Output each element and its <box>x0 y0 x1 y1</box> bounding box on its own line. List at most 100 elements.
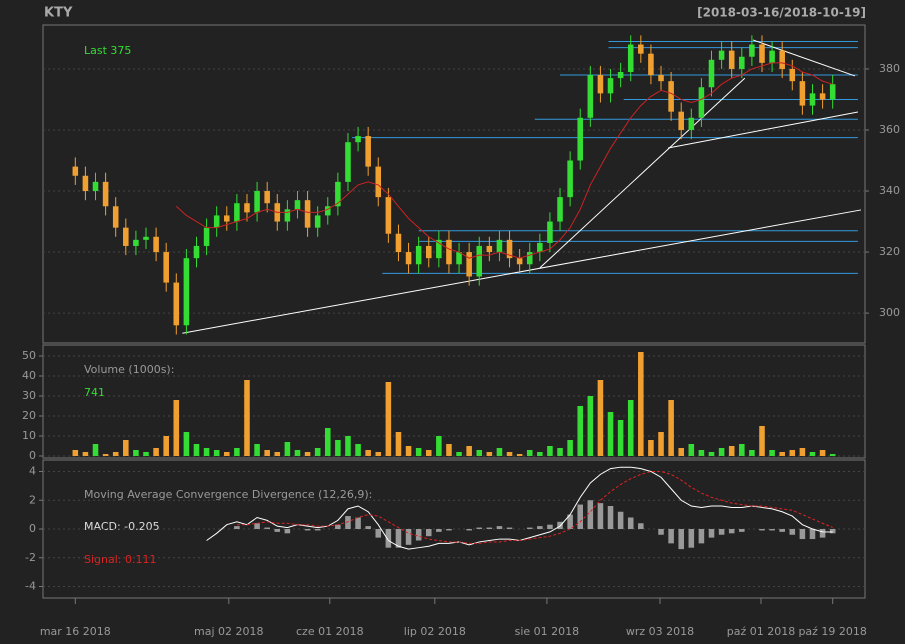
histogram-bar <box>759 529 765 531</box>
volume-bar <box>234 448 240 456</box>
volume-bar <box>264 450 270 456</box>
volume-bar <box>173 400 180 456</box>
volume-last: 741 <box>84 386 105 399</box>
histogram-bar <box>395 529 402 548</box>
candle-body <box>718 50 725 60</box>
candle-body <box>809 93 816 106</box>
candle-body <box>294 200 301 210</box>
candle-body <box>547 221 553 243</box>
candle-body <box>537 242 543 253</box>
histogram-bar <box>425 529 432 537</box>
trend-line <box>667 111 859 149</box>
histogram-bar <box>577 504 584 529</box>
candle-body <box>213 215 220 228</box>
volume-bar <box>749 450 755 456</box>
y-tick-label: 10 <box>22 429 36 442</box>
candle-body <box>324 206 331 216</box>
volume-bar <box>294 450 301 456</box>
candle-body <box>446 239 452 265</box>
histogram-bar <box>627 517 634 529</box>
volume-bar <box>759 426 765 456</box>
candle-body <box>82 175 89 192</box>
histogram-bar <box>486 527 493 529</box>
y-tick-label: 320 <box>879 245 900 258</box>
histogram-bar <box>547 524 553 529</box>
trend-line <box>539 77 746 269</box>
volume-bar <box>567 440 573 456</box>
y-tick-label: -4 <box>25 580 36 593</box>
volume-bar <box>72 450 79 456</box>
histogram-bar <box>607 506 614 529</box>
volume-bar <box>537 452 543 456</box>
volume-bar <box>415 448 422 456</box>
candle-body <box>143 236 149 240</box>
candle-body <box>314 215 321 228</box>
signal-line <box>236 471 833 544</box>
y-tick-label: 4 <box>29 465 36 478</box>
volume-bar <box>153 448 159 456</box>
y-tick-label: 360 <box>879 123 900 136</box>
volume-bar <box>658 432 664 456</box>
candle-body <box>526 252 533 265</box>
candle-body <box>304 200 311 228</box>
volume-bar <box>213 450 220 456</box>
candle-body <box>607 78 614 94</box>
candle-body <box>567 160 573 198</box>
histogram-bar <box>789 529 796 535</box>
histogram-bar <box>314 529 321 531</box>
volume-bar <box>345 436 351 456</box>
volume-bar <box>607 412 614 456</box>
candle-body <box>627 44 634 72</box>
volume-bar <box>829 454 836 456</box>
candle-body <box>173 282 180 326</box>
volume-bar <box>314 448 321 456</box>
volume-bar <box>476 450 483 456</box>
volume-bar <box>597 380 604 456</box>
histogram-bar <box>678 529 684 550</box>
date-range: [2018-03-16/2018-10-19] <box>697 6 866 20</box>
histogram-bar <box>799 529 806 540</box>
volume-bar <box>436 436 442 456</box>
volume-bar <box>617 420 624 456</box>
volume-bar <box>193 444 200 456</box>
volume-bar <box>557 448 563 456</box>
candle-body <box>345 142 351 182</box>
volume-bar <box>112 452 119 456</box>
y-tick-label: 0 <box>29 522 36 535</box>
histogram-bar <box>274 529 281 532</box>
volume-bar <box>395 432 402 456</box>
candle-body <box>365 136 371 167</box>
candle-body <box>759 44 765 63</box>
histogram-bar <box>446 529 452 531</box>
volume-bar <box>789 450 796 456</box>
histogram-bar <box>718 529 725 535</box>
histogram-bar <box>405 529 412 545</box>
volume-bar <box>526 450 533 456</box>
candle-body <box>254 191 260 213</box>
candle-body <box>597 75 604 94</box>
y-tick-label: 40 <box>22 369 36 382</box>
y-tick-label: 2 <box>29 493 36 506</box>
volume-bar <box>678 448 684 456</box>
volume-bar <box>456 452 462 456</box>
candle-body <box>739 56 745 69</box>
volume-bar <box>385 382 392 456</box>
candle-body <box>749 44 755 57</box>
histogram-bar <box>304 529 311 531</box>
histogram-bar <box>466 529 472 531</box>
chart-title: KTY <box>44 6 73 21</box>
candle-body <box>698 87 705 118</box>
volume-bar <box>224 452 230 456</box>
candle-body <box>153 236 159 253</box>
volume-bar <box>688 444 695 456</box>
macd-title: Moving Average Convergence Divergence (1… <box>84 488 372 501</box>
histogram-bar <box>728 529 735 534</box>
histogram-bar <box>638 523 644 529</box>
volume-bar <box>648 440 654 456</box>
volume-bar <box>143 452 149 456</box>
volume-bar <box>577 406 584 456</box>
x-tick-label: paź 19 2018 <box>798 625 866 638</box>
histogram-bar <box>355 517 361 529</box>
volume-bar <box>496 448 503 456</box>
histogram-bar <box>769 529 775 531</box>
